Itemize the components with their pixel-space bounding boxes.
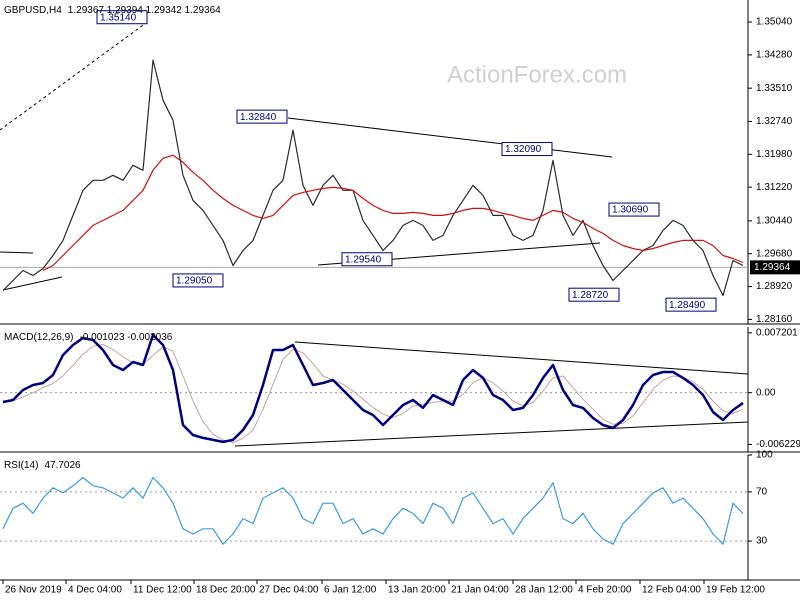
y-tick-label: 0.007201 bbox=[756, 327, 798, 338]
watermark: ActionForex.com bbox=[447, 61, 627, 88]
price-annotation-box bbox=[96, 10, 148, 25]
y-tick-label: 1.31980 bbox=[756, 149, 793, 160]
price-annotation-box bbox=[501, 142, 553, 157]
y-tick-label: 1.35040 bbox=[756, 17, 793, 28]
panel-title-name: GBPUSD,H4 bbox=[4, 5, 62, 16]
price-annotation-box bbox=[608, 202, 660, 217]
trend-line bbox=[0, 251, 34, 254]
y-tick-label: 1.28160 bbox=[756, 314, 793, 325]
price-annotation: 1.28720 bbox=[572, 290, 609, 301]
x-tick-label: 11 Dec 12:00 bbox=[133, 585, 192, 596]
series-line bbox=[2, 59, 744, 297]
price-annotation: 1.35140 bbox=[100, 12, 137, 23]
y-tick-label: -0.006229 bbox=[756, 439, 800, 450]
x-tick-label: 19 Feb 12:00 bbox=[706, 585, 765, 596]
trend-line bbox=[294, 341, 749, 375]
trend-line bbox=[2, 276, 63, 291]
y-tick-label: 0.00 bbox=[756, 387, 776, 398]
x-tick-label: 12 Feb 04:00 bbox=[642, 585, 701, 596]
panel-title: GBPUSD,H4 1.29367 1.29394 1.29342 1.29364 bbox=[4, 5, 221, 16]
price-annotation-box bbox=[568, 287, 620, 302]
price-annotation: 1.32840 bbox=[240, 112, 277, 123]
y-tick-label: 1.29680 bbox=[756, 248, 793, 259]
series-line bbox=[2, 476, 744, 545]
panel-title-values: -0.001023 -0.002036 bbox=[79, 332, 172, 343]
x-tick-label: 13 Jan 20:00 bbox=[388, 585, 446, 596]
y-tick-label: 1.34280 bbox=[756, 50, 793, 61]
panel-title: RSI(14) 47.7026 bbox=[4, 460, 81, 471]
price-annotation-box bbox=[172, 273, 224, 288]
y-tick-label: 100 bbox=[756, 450, 773, 461]
y-tick-label: 1.31220 bbox=[756, 182, 793, 193]
trend-line bbox=[287, 117, 613, 158]
x-tick-label: 4 Dec 04:00 bbox=[68, 585, 122, 596]
price-annotation: 1.30690 bbox=[612, 205, 649, 216]
x-tick-label: 6 Jan 12:00 bbox=[324, 585, 377, 596]
x-tick-label: 21 Jan 04:00 bbox=[451, 585, 509, 596]
panel-title-name: MACD(12,26,9) bbox=[4, 332, 73, 343]
price-annotation: 1.28490 bbox=[669, 300, 706, 311]
panel-title-values: 1.29367 1.29394 1.29342 1.29364 bbox=[68, 5, 221, 16]
last-price-box bbox=[750, 260, 800, 275]
series-line bbox=[42, 154, 744, 272]
x-tick-label: 18 Dec 20:00 bbox=[196, 585, 256, 596]
x-tick-label: 26 Nov 2019 bbox=[5, 585, 62, 596]
price-annotation: 1.29050 bbox=[176, 276, 213, 287]
y-tick-label: 70 bbox=[756, 487, 768, 498]
price-annotation-box bbox=[236, 109, 288, 124]
y-tick-label: 30 bbox=[756, 536, 768, 547]
price-annotation-box bbox=[665, 297, 717, 312]
panel-title-values: 47.7026 bbox=[44, 460, 81, 471]
panel-title: MACD(12,26,9) -0.001023 -0.002036 bbox=[4, 332, 173, 343]
trend-line bbox=[234, 421, 749, 447]
price-annotation-box bbox=[341, 252, 393, 267]
price-annotation: 1.29540 bbox=[345, 254, 382, 265]
x-tick-label: 28 Jan 12:00 bbox=[515, 585, 573, 596]
y-tick-label: 1.33510 bbox=[756, 83, 793, 94]
price-annotation: 1.32090 bbox=[505, 144, 542, 155]
x-tick-label: 27 Dec 04:00 bbox=[259, 585, 319, 596]
x-tick-label: 4 Feb 20:00 bbox=[578, 585, 632, 596]
trend-line bbox=[0, 19, 151, 131]
y-tick-label: 1.28920 bbox=[756, 281, 793, 292]
series-line bbox=[2, 333, 744, 444]
panel-title-name: RSI(14) bbox=[4, 460, 38, 471]
last-price-label: 1.29364 bbox=[754, 262, 791, 273]
y-tick-label: 1.32740 bbox=[756, 116, 793, 127]
y-tick-label: 1.30440 bbox=[756, 216, 793, 227]
